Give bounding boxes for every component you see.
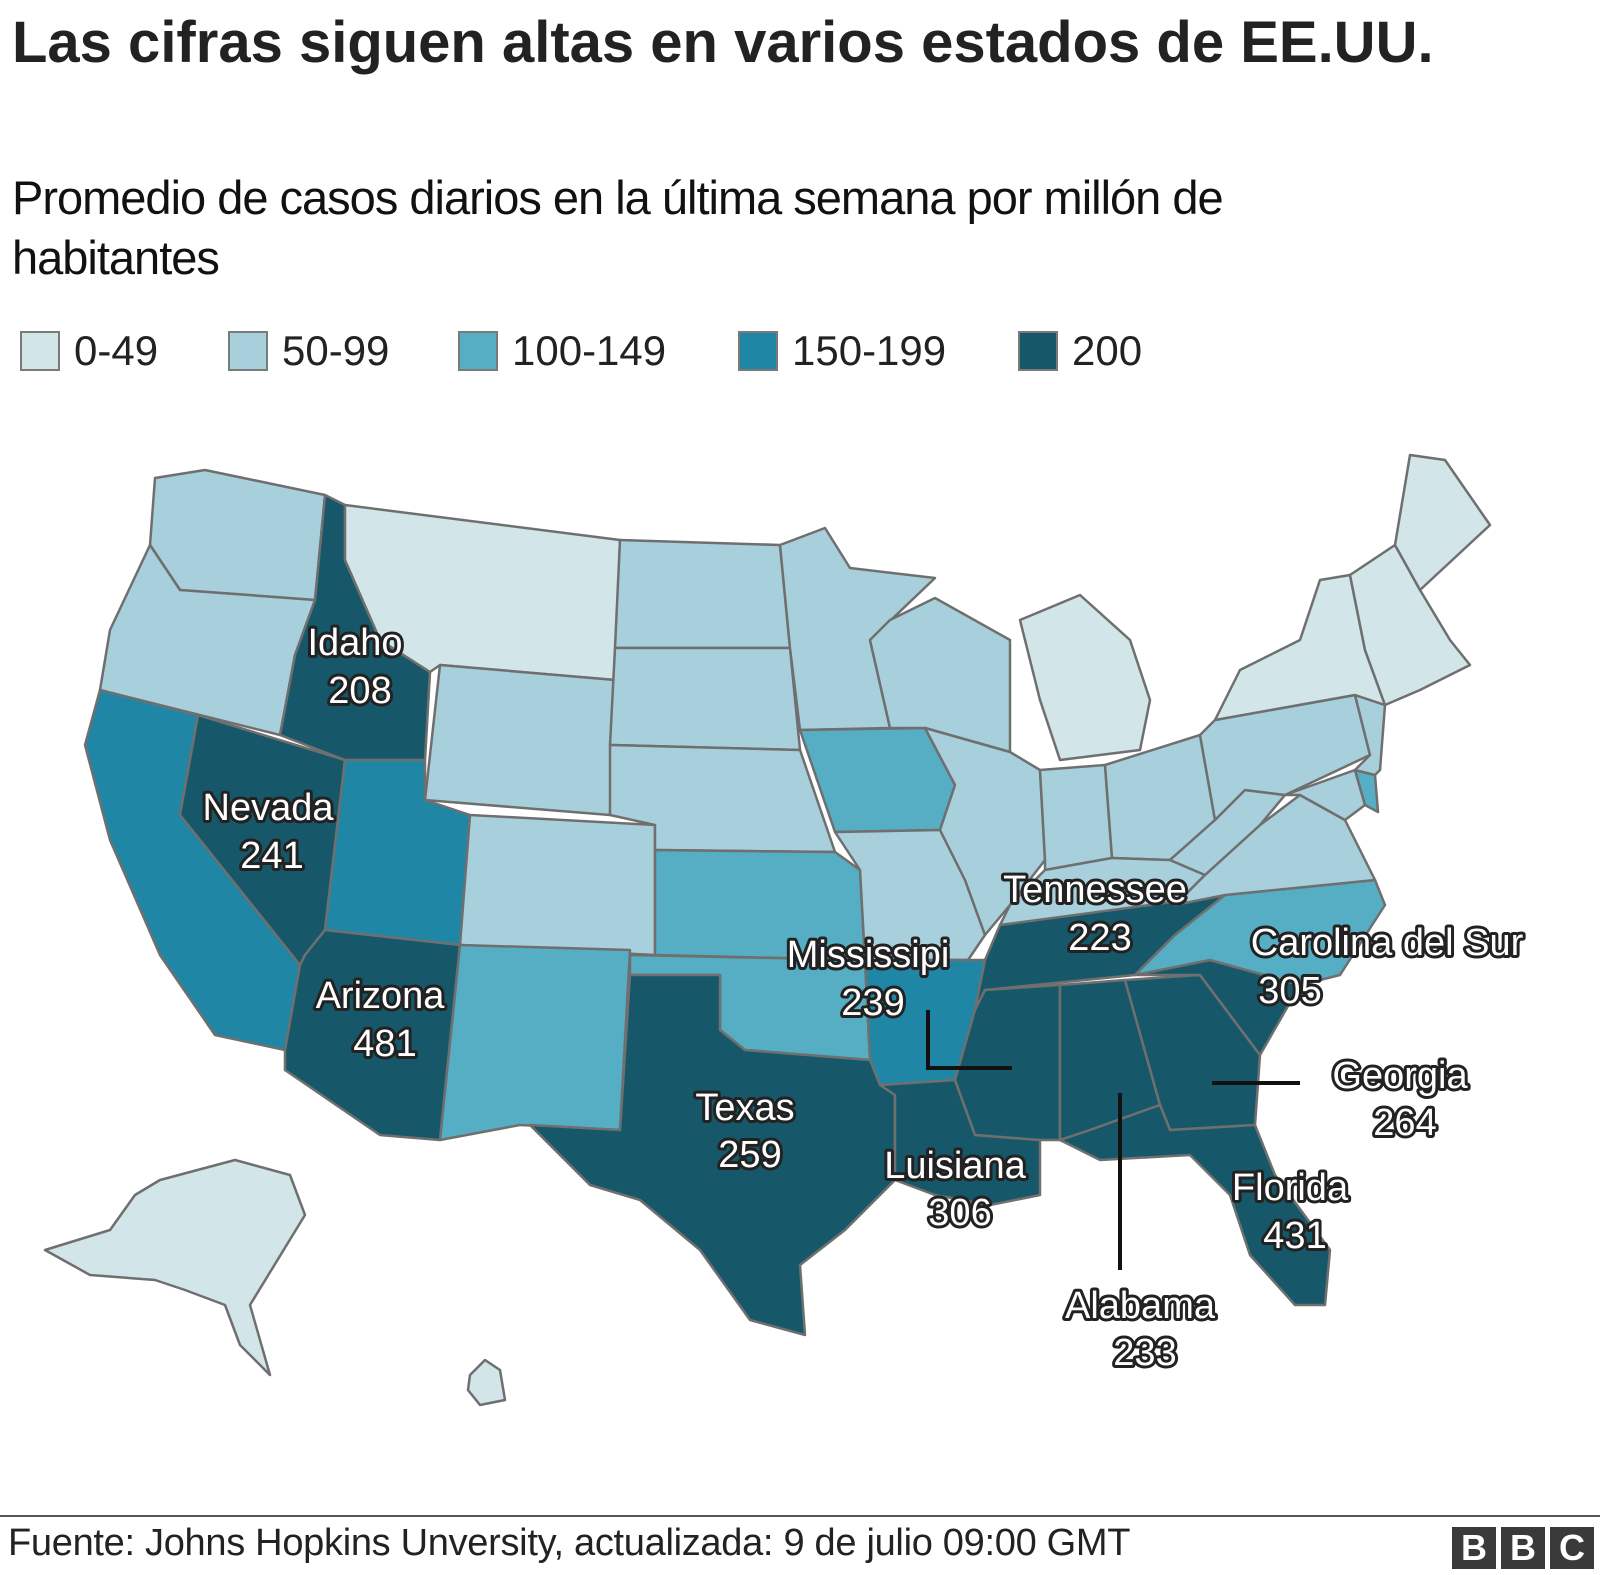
- label-luisiana-name: Luisiana: [884, 1145, 1026, 1187]
- label-nevada-value: 241: [240, 835, 303, 877]
- state-washington: [148, 468, 327, 602]
- state-south-dakota: [608, 646, 802, 752]
- label-georgia-value: 264: [1373, 1102, 1436, 1144]
- state-wisconsin: [868, 596, 1012, 754]
- us-map: Idaho 208 Nevada 241 Arizona 481 Texas 2…: [43, 453, 1527, 1407]
- legend-swatch: [738, 331, 778, 371]
- label-carolina-del-sur-value: 305: [1258, 970, 1321, 1012]
- legend-item-200: 200: [1018, 327, 1143, 374]
- chart-title: Las cifras siguen altas en varios estado…: [12, 10, 1434, 75]
- state-maine: [1393, 453, 1492, 592]
- state-alaska: [43, 1158, 307, 1377]
- label-arizona-value: 481: [353, 1023, 416, 1065]
- label-carolina-del-sur-name: Carolina del Sur: [1251, 922, 1524, 964]
- label-tennessee-value: 223: [1068, 917, 1131, 959]
- label-texas-name: Texas: [695, 1087, 794, 1129]
- legend-label: 200: [1072, 327, 1143, 374]
- bbc-logo-letter: B: [1501, 1527, 1545, 1569]
- label-florida-value: 431: [1263, 1215, 1326, 1257]
- legend-swatch: [228, 331, 268, 371]
- state-north-dakota: [613, 538, 792, 650]
- label-alabama-value: 233: [1113, 1332, 1176, 1374]
- legend-item-50-99: 50-99: [228, 327, 390, 374]
- label-idaho-name: Idaho: [307, 622, 402, 664]
- state-texas: [528, 973, 897, 1337]
- label-luisiana-value: 306: [928, 1192, 991, 1234]
- bbc-logo: B B C: [1452, 1527, 1594, 1569]
- state-illinois: [923, 726, 1047, 937]
- legend-label: 50-99: [282, 327, 390, 374]
- state-wyoming: [423, 663, 617, 817]
- legend-label: 0-49: [74, 327, 159, 374]
- state-north-carolina: [1133, 878, 1387, 987]
- chart-subtitle: Promedio de casos diarios en la última s…: [12, 171, 1224, 284]
- label-nevada-name: Nevada: [203, 787, 335, 829]
- label-idaho-value: 208: [328, 670, 391, 712]
- label-texas-value: 259: [718, 1134, 781, 1176]
- legend-label: 150-199: [792, 327, 947, 374]
- label-alabama-name: Alabama: [1065, 1285, 1216, 1327]
- source-note: Fuente: Johns Hopkins Unversity, actuali…: [8, 1522, 1131, 1564]
- bbc-logo-letter: B: [1452, 1527, 1496, 1569]
- label-mississippi-value: 239: [841, 982, 904, 1024]
- legend: 0-49 50-99 100-149 150-199 200: [20, 327, 1420, 374]
- state-indiana: [1038, 763, 1114, 872]
- state-michigan: [1018, 593, 1152, 762]
- legend-label: 100-149: [512, 327, 667, 374]
- bbc-logo-letter: C: [1550, 1527, 1594, 1569]
- label-georgia-name: Georgia: [1332, 1055, 1468, 1097]
- legend-item-150-199: 150-199: [738, 327, 947, 374]
- legend-item-0-49: 0-49: [20, 327, 159, 374]
- state-florida: [1058, 1103, 1332, 1307]
- leader-line-mississippi: [926, 1010, 1012, 1070]
- state-maryland: [1283, 768, 1367, 822]
- label-florida-name: Florida: [1232, 1167, 1349, 1209]
- label-tennessee-name: Tennessee: [1003, 869, 1187, 911]
- footer-divider: [0, 1515, 1600, 1517]
- label-mississippi-name: Mississipi: [787, 934, 950, 976]
- legend-item-100-149: 100-149: [458, 327, 667, 374]
- state-colorado: [458, 813, 657, 957]
- state-new-mexico: [438, 943, 632, 1142]
- state-hawaii: [466, 1358, 507, 1407]
- legend-swatch: [1018, 331, 1058, 371]
- legend-swatch: [458, 331, 498, 371]
- label-arizona-name: Arizona: [316, 975, 446, 1017]
- legend-swatch: [20, 331, 60, 371]
